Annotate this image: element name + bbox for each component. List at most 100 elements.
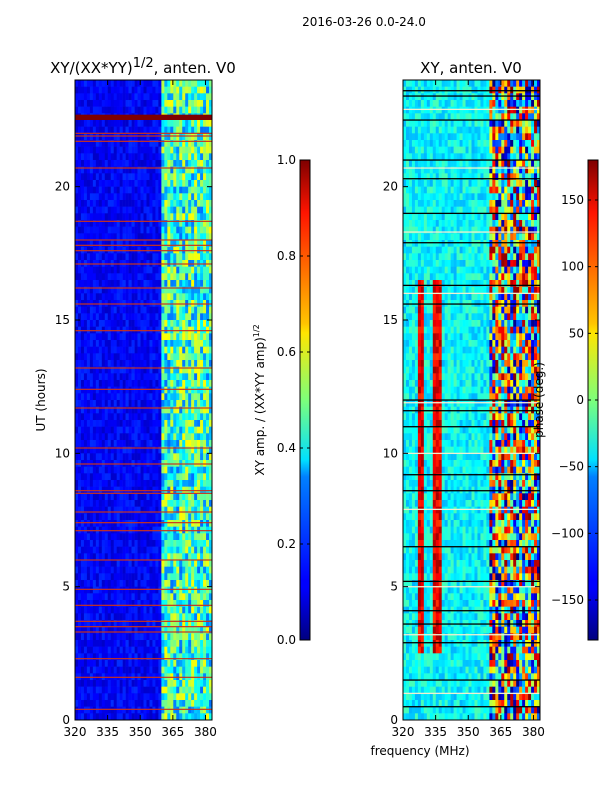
- left-heatmap-cell: [80, 426, 85, 434]
- left-heatmap-cell: [203, 366, 207, 374]
- left-heatmap-cell: [110, 413, 115, 421]
- left-heatmap-cell: [194, 146, 198, 154]
- right-heatmap-cell: [504, 93, 508, 101]
- left-heatmap-cell: [131, 360, 135, 367]
- left-heatmap-cell: [164, 153, 168, 161]
- left-heatmap-cell: [80, 693, 85, 701]
- left-heatmap-cell: [122, 226, 126, 234]
- right-heatmap-cell: [429, 100, 434, 107]
- left-heatmap-cell: [75, 620, 79, 627]
- left-heatmap-cell: [134, 126, 138, 134]
- left-heatmap-cell: [128, 226, 132, 234]
- left-heatmap-cell: [188, 360, 192, 367]
- left-heatmap-cell: [110, 613, 115, 621]
- left-heatmap-cell: [110, 500, 115, 507]
- left-heatmap-cell: [134, 700, 138, 707]
- left-heatmap-cell: [206, 346, 210, 354]
- left-heatmap-cell: [203, 233, 207, 241]
- left-heatmap-cell: [179, 280, 183, 287]
- left-heatmap-cell: [158, 406, 162, 414]
- left-heatmap-cell: [182, 646, 186, 654]
- left-heatmap-cell: [116, 453, 120, 461]
- left-heatmap-cell: [170, 333, 174, 341]
- left-heatmap-cell: [143, 620, 147, 627]
- left-heatmap-cell: [140, 166, 144, 174]
- left-heatmap-cell: [119, 220, 123, 227]
- left-heatmap-cell: [206, 426, 210, 434]
- left-heatmap-cell: [161, 633, 165, 641]
- left-heatmap-cell: [122, 346, 126, 354]
- left-heatmap-cell: [191, 373, 195, 381]
- right-heatmap-cell: [447, 93, 451, 101]
- left-heatmap-cell: [194, 140, 198, 147]
- left-heatmap-cell: [83, 200, 88, 207]
- left-heatmap-cell: [113, 186, 117, 194]
- left-heatmap-cell: [137, 533, 141, 541]
- left-heatmap-cell: [188, 586, 192, 594]
- right-heatmap-cell: [411, 146, 416, 154]
- left-heatmap-cell: [143, 413, 147, 421]
- left-rfi-line: [75, 330, 212, 332]
- left-heatmap-cell: [158, 700, 162, 707]
- right-heatmap-cell: [507, 140, 511, 147]
- left-heatmap-cell: [164, 633, 168, 641]
- left-heatmap-cell: [113, 546, 117, 554]
- left-heatmap-cell: [89, 366, 94, 374]
- left-heatmap-cell: [146, 100, 150, 107]
- left-heatmap-cell: [158, 693, 162, 701]
- left-heatmap-cell: [75, 533, 79, 541]
- left-heatmap-cell: [116, 406, 120, 414]
- left-heatmap-cell: [107, 200, 112, 207]
- left-heatmap-cell: [179, 420, 183, 427]
- left-rfi-line: [75, 303, 212, 305]
- left-heatmap-cell: [131, 333, 135, 341]
- left-heatmap-cell: [194, 700, 198, 707]
- left-heatmap-cell: [80, 360, 85, 367]
- left-heatmap-cell: [107, 206, 112, 214]
- left-heatmap-cell: [173, 666, 177, 674]
- left-heatmap-cell: [128, 340, 132, 347]
- left-heatmap-cell: [155, 173, 159, 181]
- left-heatmap-cell: [164, 533, 168, 541]
- left-heatmap-cell: [86, 413, 91, 421]
- left-heatmap-cell: [107, 446, 112, 454]
- left-heatmap-cell: [185, 680, 189, 687]
- left-heatmap-cell: [185, 606, 189, 614]
- left-heatmap-cell: [155, 120, 159, 127]
- left-heatmap-cell: [176, 240, 180, 247]
- left-heatmap-cell: [155, 140, 159, 147]
- left-heatmap-cell: [167, 606, 171, 614]
- left-heatmap-cell: [185, 553, 189, 561]
- left-heatmap-cell: [194, 546, 198, 554]
- right-heatmap-cell: [432, 100, 437, 107]
- right-heatmap-cell: [420, 113, 425, 121]
- left-heatmap-cell: [155, 86, 159, 94]
- left-heatmap-cell: [167, 480, 171, 487]
- left-heatmap-cell: [98, 166, 103, 174]
- left-heatmap-cell: [89, 226, 94, 234]
- left-heatmap-cell: [104, 686, 109, 694]
- left-heatmap-cell: [104, 286, 109, 294]
- left-heatmap-cell: [86, 653, 91, 661]
- left-heatmap-cell: [110, 466, 115, 474]
- right-heatmap-cell: [456, 140, 460, 147]
- left-heatmap-cell: [75, 206, 79, 214]
- left-heatmap-cell: [95, 306, 100, 314]
- left-heatmap-cell: [107, 293, 112, 301]
- left-heatmap-cell: [194, 366, 198, 374]
- left-heatmap-cell: [197, 373, 201, 381]
- left-heatmap-cell: [149, 406, 153, 414]
- left-heatmap-cell: [194, 93, 198, 101]
- left-heatmap-cell: [116, 686, 120, 694]
- left-heatmap-cell: [155, 286, 159, 294]
- left-heatmap-cell: [149, 633, 153, 641]
- right-heatmap-cell: [483, 106, 487, 114]
- left-heatmap-cell: [80, 640, 85, 647]
- left-heatmap-cell: [152, 80, 156, 87]
- left-heatmap-cell: [122, 466, 126, 474]
- right-panel-title: XY, anten. V0: [420, 59, 522, 77]
- left-heatmap-cell: [75, 253, 79, 261]
- left-heatmap-cell: [77, 566, 82, 574]
- left-heatmap-cell: [146, 373, 150, 381]
- left-heatmap-cell: [203, 86, 207, 94]
